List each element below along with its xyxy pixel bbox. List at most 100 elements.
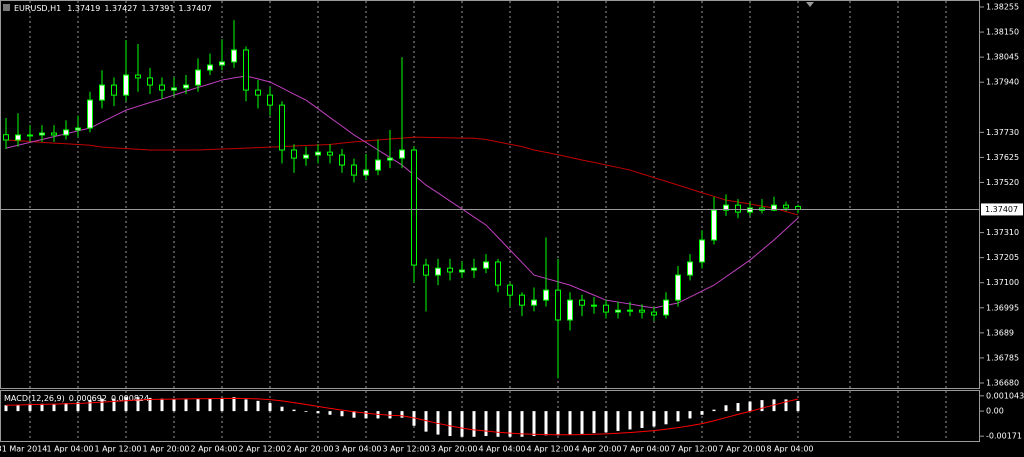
macd-bar	[496, 411, 500, 437]
macd-bar	[316, 411, 320, 414]
candle-body	[111, 84, 117, 96]
y-tick-label: 1.37625	[986, 153, 1019, 162]
indicator-line	[5, 397, 799, 436]
macd-bar	[736, 403, 740, 412]
candle-body	[99, 84, 105, 101]
main-frame	[0, 0, 980, 389]
macd-bar	[580, 411, 584, 434]
x-tick-label: 1 Apr 12:00	[94, 445, 141, 454]
plot-frame	[0, 0, 980, 442]
extra-grid	[849, 1, 947, 441]
x-tick-label: 31 Mar 2014	[0, 445, 47, 454]
macd-bar	[400, 411, 404, 418]
low-value: 1.37391	[141, 4, 174, 13]
candle-body	[723, 204, 729, 211]
macd-bar	[676, 411, 680, 422]
candle-body	[219, 61, 225, 66]
macd-bar	[640, 411, 644, 428]
y-tick-label: 1.3689	[986, 328, 1014, 337]
x-tick-label: 7 Apr 12:00	[670, 445, 717, 454]
x-tick-label: 2 Apr 04:00	[190, 445, 237, 454]
macd-bar	[568, 411, 572, 435]
macd-bar	[616, 411, 620, 431]
candle-body	[447, 267, 453, 273]
macd-bar	[724, 405, 728, 412]
macd-bar	[652, 411, 656, 427]
y-tick-label: 1.36785	[986, 353, 1019, 362]
candle-body	[135, 74, 141, 79]
macd-bar	[700, 411, 704, 415]
y-tick-label: 0.00	[986, 407, 1004, 416]
macd-bar	[64, 403, 68, 412]
candle-body	[399, 149, 405, 159]
macd-bar	[160, 398, 164, 412]
macd-bar	[124, 397, 128, 412]
macd-frame	[0, 390, 980, 442]
candle-body	[507, 284, 513, 296]
candle-body	[387, 157, 393, 161]
chart-title: EURUSD,H1	[14, 4, 61, 13]
candle-body	[159, 84, 165, 91]
candle-body	[291, 149, 297, 159]
candle-body	[39, 132, 45, 136]
candle-body	[3, 134, 9, 141]
candle-body	[303, 154, 309, 159]
macd-bar	[112, 398, 116, 412]
chart-shift-marker	[806, 2, 814, 7]
y-tick-label: 1.37205	[986, 253, 1019, 262]
macd-title: MACD(12,26,9)	[4, 394, 65, 403]
macd-bar	[760, 400, 764, 412]
symbol-icon	[3, 4, 10, 11]
macd-bar	[592, 411, 596, 434]
signal-value: 0.000824	[111, 394, 149, 403]
candle-body	[363, 169, 369, 176]
candle-body	[639, 309, 645, 313]
candle-body	[627, 309, 633, 312]
macd-bar	[532, 411, 536, 437]
macd-bar	[424, 411, 428, 432]
macd-bar	[256, 400, 260, 412]
macd-bar	[448, 411, 452, 437]
candle-body	[243, 49, 249, 91]
macd-bar	[748, 401, 752, 412]
x-tick-label: 3 Apr 04:00	[334, 445, 381, 454]
y-tick-label: 1.37310	[986, 228, 1019, 237]
macd-bar	[460, 411, 464, 437]
macd-bar	[352, 411, 356, 418]
candle-body	[543, 289, 549, 301]
x-tick-label: 2 Apr 20:00	[286, 445, 333, 454]
macd-bar	[484, 411, 488, 437]
macd-bar	[364, 411, 368, 419]
candle-body	[231, 49, 237, 63]
candle-body	[339, 154, 345, 166]
macd-bar	[16, 404, 20, 412]
candle-body	[735, 204, 741, 213]
macd-bar	[208, 398, 212, 412]
macd-bar	[436, 411, 440, 435]
macd-bar	[304, 411, 308, 412]
candle-body	[471, 267, 477, 271]
macd-bar	[244, 399, 248, 412]
candle-body	[495, 261, 501, 286]
header: EURUSD,H1 1.37419 1.37427 1.37391 1.37407	[14, 4, 212, 13]
candle-body	[63, 129, 69, 136]
current-price-box	[981, 203, 1023, 216]
candle-body	[207, 64, 213, 71]
x-tick-label: 3 Apr 12:00	[382, 445, 429, 454]
candle-body	[771, 204, 777, 211]
x-tick-label: 3 Apr 20:00	[430, 445, 477, 454]
macd-bar	[40, 403, 44, 412]
y-tick-label: 1.36995	[986, 303, 1019, 312]
candle-body	[663, 299, 669, 316]
y-tick-label: 1.37940	[986, 78, 1019, 87]
macd-bar	[220, 397, 224, 412]
candle-body	[531, 299, 537, 306]
candle-body	[435, 267, 441, 276]
high-value: 1.37427	[104, 4, 137, 13]
candle-body	[315, 151, 321, 156]
macd-bar	[136, 397, 140, 412]
y-tick-label: -0.00171	[986, 432, 1022, 441]
candle-body	[51, 132, 57, 136]
